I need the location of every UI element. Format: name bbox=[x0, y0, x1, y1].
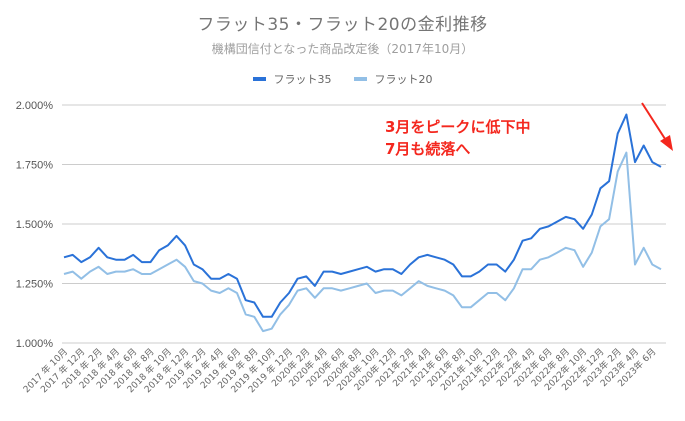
chart-annotation: 3月をピークに低下中 7月も続落へ bbox=[385, 116, 530, 160]
y-tick-label: 1.500% bbox=[16, 219, 54, 231]
legend-swatch-flat20 bbox=[353, 77, 367, 81]
annotation-line-2: 7月も続落へ bbox=[385, 140, 471, 158]
series-line bbox=[63, 151, 662, 333]
legend-swatch-flat35 bbox=[252, 77, 266, 81]
y-tick-label: 1.000% bbox=[16, 338, 54, 350]
legend-label-flat20: フラット20 bbox=[374, 73, 433, 86]
y-tick-label: 1.250% bbox=[16, 279, 54, 291]
legend-label-flat35: フラット35 bbox=[273, 73, 332, 86]
chart-legend: フラット35 フラット20 bbox=[0, 71, 685, 87]
chart-subtitle: 機構団信付となった商品改定後（2017年10月） bbox=[211, 42, 474, 56]
trend-arrow-icon bbox=[641, 102, 673, 151]
series-lines bbox=[63, 113, 662, 333]
gridlines bbox=[62, 104, 666, 344]
y-tick-label: 1.750% bbox=[16, 160, 54, 172]
legend-item-flat35[interactable]: フラット35 bbox=[252, 71, 332, 87]
chart-title: フラット35・フラット20の金利推移 bbox=[197, 15, 488, 35]
y-axis-labels: 1.000% 1.250% 1.500% 1.750% 2.000% bbox=[16, 100, 54, 350]
y-tick-label: 2.000% bbox=[16, 100, 54, 112]
legend-item-flat20[interactable]: フラット20 bbox=[353, 71, 433, 87]
series-line bbox=[63, 113, 662, 318]
annotation-line-1: 3月をピークに低下中 bbox=[385, 118, 531, 136]
